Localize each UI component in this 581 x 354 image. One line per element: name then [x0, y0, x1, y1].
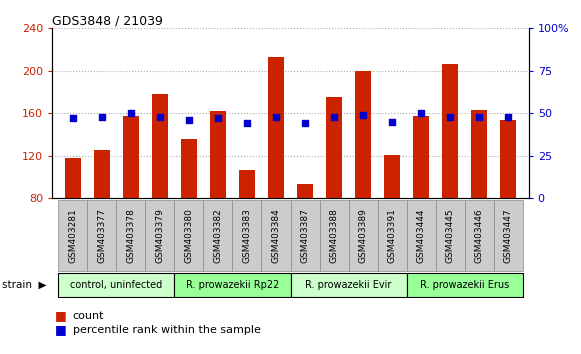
Point [184, 117, 193, 123]
Text: GSM403445: GSM403445 [446, 208, 455, 263]
Bar [290, 200, 320, 271]
Text: GSM403281: GSM403281 [68, 208, 77, 263]
Bar [203, 200, 232, 271]
Point [213, 115, 223, 121]
Bar [64, 158, 81, 198]
Text: GSM403447: GSM403447 [504, 208, 513, 263]
Bar [494, 200, 523, 271]
Text: GSM403383: GSM403383 [242, 208, 252, 263]
Text: strain  ▶: strain ▶ [2, 280, 46, 290]
Bar [210, 111, 226, 198]
Bar [94, 150, 110, 198]
Text: GSM403380: GSM403380 [184, 208, 193, 263]
Text: control, uninfected: control, uninfected [70, 280, 162, 290]
Text: GSM403446: GSM403446 [475, 208, 484, 263]
Point [475, 114, 484, 120]
Point [446, 114, 455, 120]
Point [155, 114, 164, 120]
Bar [152, 94, 168, 198]
Text: ■: ■ [55, 309, 67, 322]
Bar [355, 71, 371, 198]
Text: GSM403388: GSM403388 [329, 208, 339, 263]
Bar [123, 116, 139, 198]
Bar [378, 200, 407, 271]
Point [97, 114, 106, 120]
Text: GSM403384: GSM403384 [271, 208, 281, 263]
Text: GSM403378: GSM403378 [126, 208, 135, 263]
Point [242, 121, 252, 126]
Point [68, 115, 77, 121]
Text: GSM403387: GSM403387 [300, 208, 310, 263]
Point [388, 119, 397, 125]
Point [126, 110, 135, 116]
Bar [500, 120, 517, 198]
Point [300, 121, 310, 126]
Bar [413, 116, 429, 198]
Bar [326, 97, 342, 198]
Bar [58, 273, 174, 297]
Text: R. prowazekii Evir: R. prowazekii Evir [306, 280, 392, 290]
Bar [442, 64, 458, 198]
Text: GSM403382: GSM403382 [213, 208, 223, 263]
Text: GSM403379: GSM403379 [155, 208, 164, 263]
Point [504, 114, 513, 120]
Text: GSM403391: GSM403391 [388, 208, 397, 263]
Bar [297, 184, 313, 198]
Bar [407, 273, 523, 297]
Bar [87, 200, 116, 271]
Point [271, 114, 281, 120]
Bar [465, 200, 494, 271]
Bar [290, 273, 407, 297]
Bar [407, 200, 436, 271]
Bar [232, 200, 261, 271]
Bar [145, 200, 174, 271]
Bar [58, 200, 87, 271]
Text: ■: ■ [55, 324, 67, 336]
Bar [349, 200, 378, 271]
Bar [174, 273, 290, 297]
Bar [471, 110, 487, 198]
Bar [239, 170, 255, 198]
Point [329, 114, 339, 120]
Point [358, 112, 368, 118]
Bar [320, 200, 349, 271]
Text: GSM403377: GSM403377 [97, 208, 106, 263]
Text: R. prowazekii Erus: R. prowazekii Erus [420, 280, 510, 290]
Bar [181, 139, 197, 198]
Bar [384, 155, 400, 198]
Text: GSM403444: GSM403444 [417, 208, 426, 263]
Text: GSM403389: GSM403389 [358, 208, 368, 263]
Bar [261, 200, 290, 271]
Bar [268, 57, 284, 198]
Text: count: count [73, 311, 104, 321]
Text: percentile rank within the sample: percentile rank within the sample [73, 325, 260, 335]
Bar [436, 200, 465, 271]
Bar [116, 200, 145, 271]
Point [417, 110, 426, 116]
Bar [174, 200, 203, 271]
Text: GDS3848 / 21039: GDS3848 / 21039 [52, 14, 163, 27]
Text: R. prowazekii Rp22: R. prowazekii Rp22 [186, 280, 279, 290]
